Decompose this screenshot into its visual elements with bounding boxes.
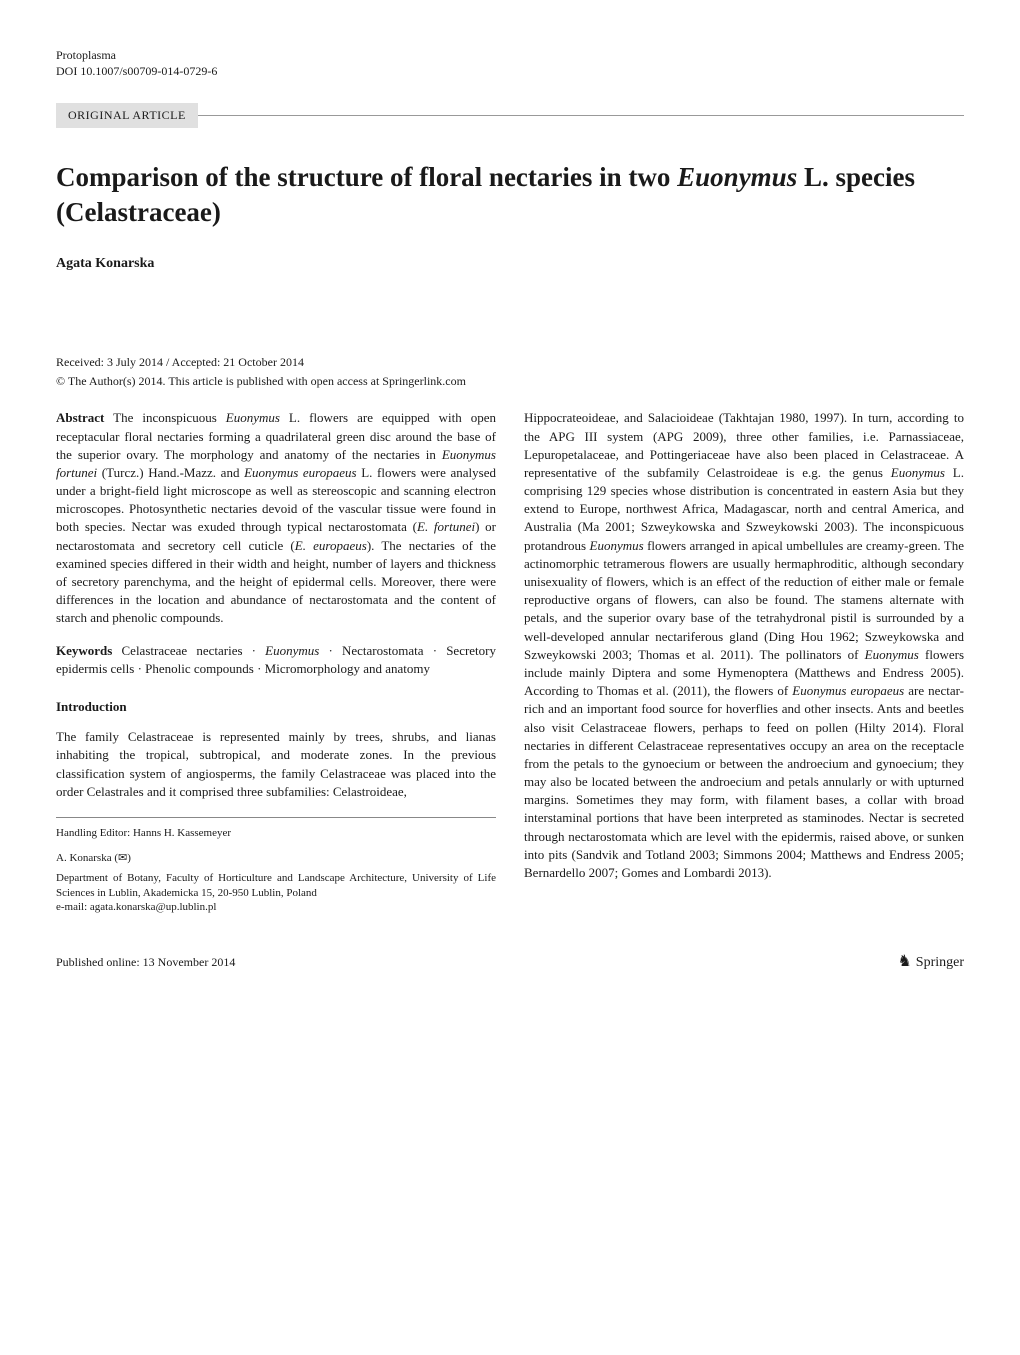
springer-icon: ♞	[897, 951, 911, 973]
journal-header: Protoplasma DOI 10.1007/s00709-014-0729-…	[56, 48, 964, 79]
publisher-name: Springer	[916, 953, 964, 973]
handling-editor: Handling Editor: Hanns H. Kassemeyer	[56, 826, 496, 841]
article-type: ORIGINAL ARTICLE	[56, 103, 198, 128]
abstract-label: Abstract	[56, 410, 104, 425]
keywords-label: Keywords	[56, 643, 112, 658]
two-column-body: Abstract The inconspicuous Euonymus L. f…	[56, 409, 964, 915]
footer-block: Handling Editor: Hanns H. Kassemeyer A. …	[56, 817, 496, 915]
journal-doi: DOI 10.1007/s00709-014-0729-6	[56, 64, 964, 80]
keywords-paragraph: Keywords Celastraceae nectaries · Euonym…	[56, 642, 496, 678]
page-footer: Published online: 13 November 2014 ♞ Spr…	[56, 951, 964, 973]
copyright-line: © The Author(s) 2014. This article is pu…	[56, 373, 964, 390]
intro-para-right: Hippocrateoideae, and Salacioideae (Takh…	[524, 409, 964, 882]
right-column: Hippocrateoideae, and Salacioideae (Takh…	[524, 409, 964, 915]
affiliation: Department of Botany, Faculty of Horticu…	[56, 871, 496, 901]
abstract-text: The inconspicuous Euonymus L. flowers ar…	[56, 410, 496, 625]
article-dates: Received: 3 July 2014 / Accepted: 21 Oct…	[56, 354, 964, 371]
publisher-logo: ♞ Springer	[897, 951, 964, 973]
intro-heading: Introduction	[56, 698, 496, 716]
abstract-paragraph: Abstract The inconspicuous Euonymus L. f…	[56, 409, 496, 627]
left-column: Abstract The inconspicuous Euonymus L. f…	[56, 409, 496, 915]
article-type-rule	[198, 115, 964, 116]
article-type-bar: ORIGINAL ARTICLE	[56, 103, 964, 128]
journal-name: Protoplasma	[56, 48, 964, 64]
article-title: Comparison of the structure of floral ne…	[56, 160, 964, 230]
author-name: Agata Konarska	[56, 254, 964, 274]
published-online: Published online: 13 November 2014	[56, 954, 235, 971]
intro-para-left: The family Celastraceae is represented m…	[56, 728, 496, 801]
correspondence: A. Konarska (✉)	[56, 851, 496, 866]
keywords-text: Celastraceae nectaries · Euonymus · Nect…	[56, 643, 496, 676]
author-email: e-mail: agata.konarska@up.lublin.pl	[56, 900, 496, 915]
